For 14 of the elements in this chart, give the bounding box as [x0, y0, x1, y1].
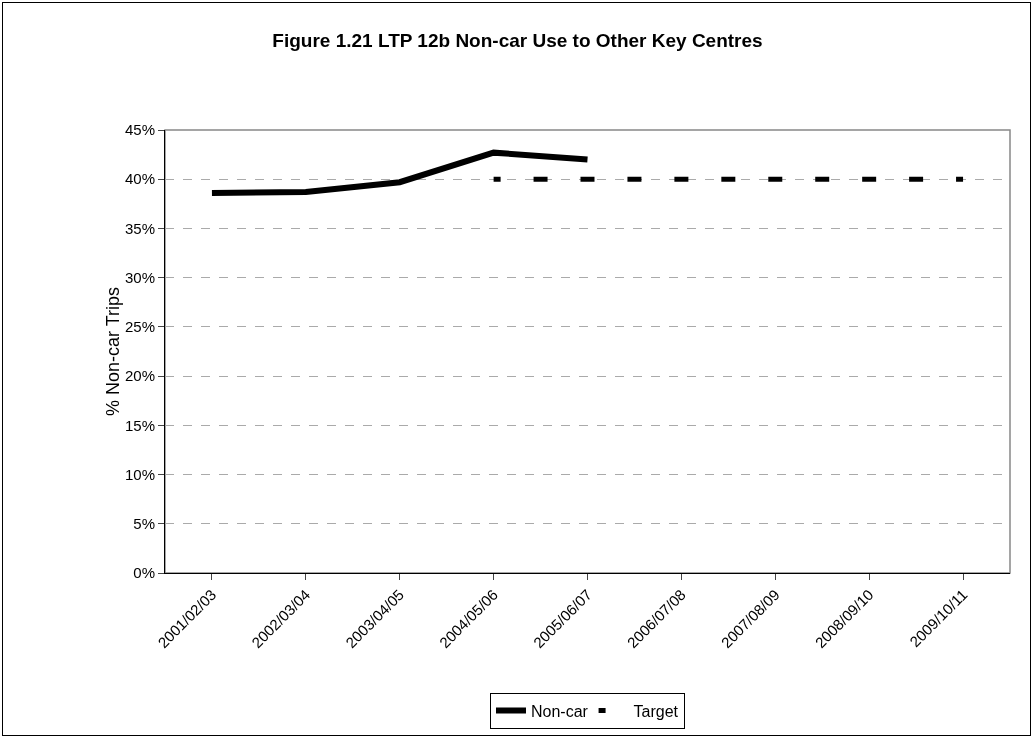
legend-label: Non-car: [531, 702, 589, 720]
chart-title: Figure 1.21 LTP 12b Non-car Use to Other Key Centres: [272, 29, 763, 51]
y-tick-label: 25%: [124, 318, 155, 336]
y-tick-label: 5%: [133, 515, 155, 533]
y-tick-label: 35%: [124, 219, 155, 237]
y-tick-label: 45%: [124, 121, 155, 139]
y-tick-label: 30%: [124, 268, 155, 286]
y-axis-title: % Non-car Trips: [102, 286, 123, 417]
legend-label: Target: [633, 702, 679, 720]
y-tick-label: 20%: [124, 367, 155, 385]
y-tick-label: 15%: [124, 416, 155, 434]
y-tick-label: 40%: [124, 170, 155, 188]
y-tick-label: 10%: [124, 465, 155, 483]
y-tick-label: 0%: [133, 564, 155, 582]
